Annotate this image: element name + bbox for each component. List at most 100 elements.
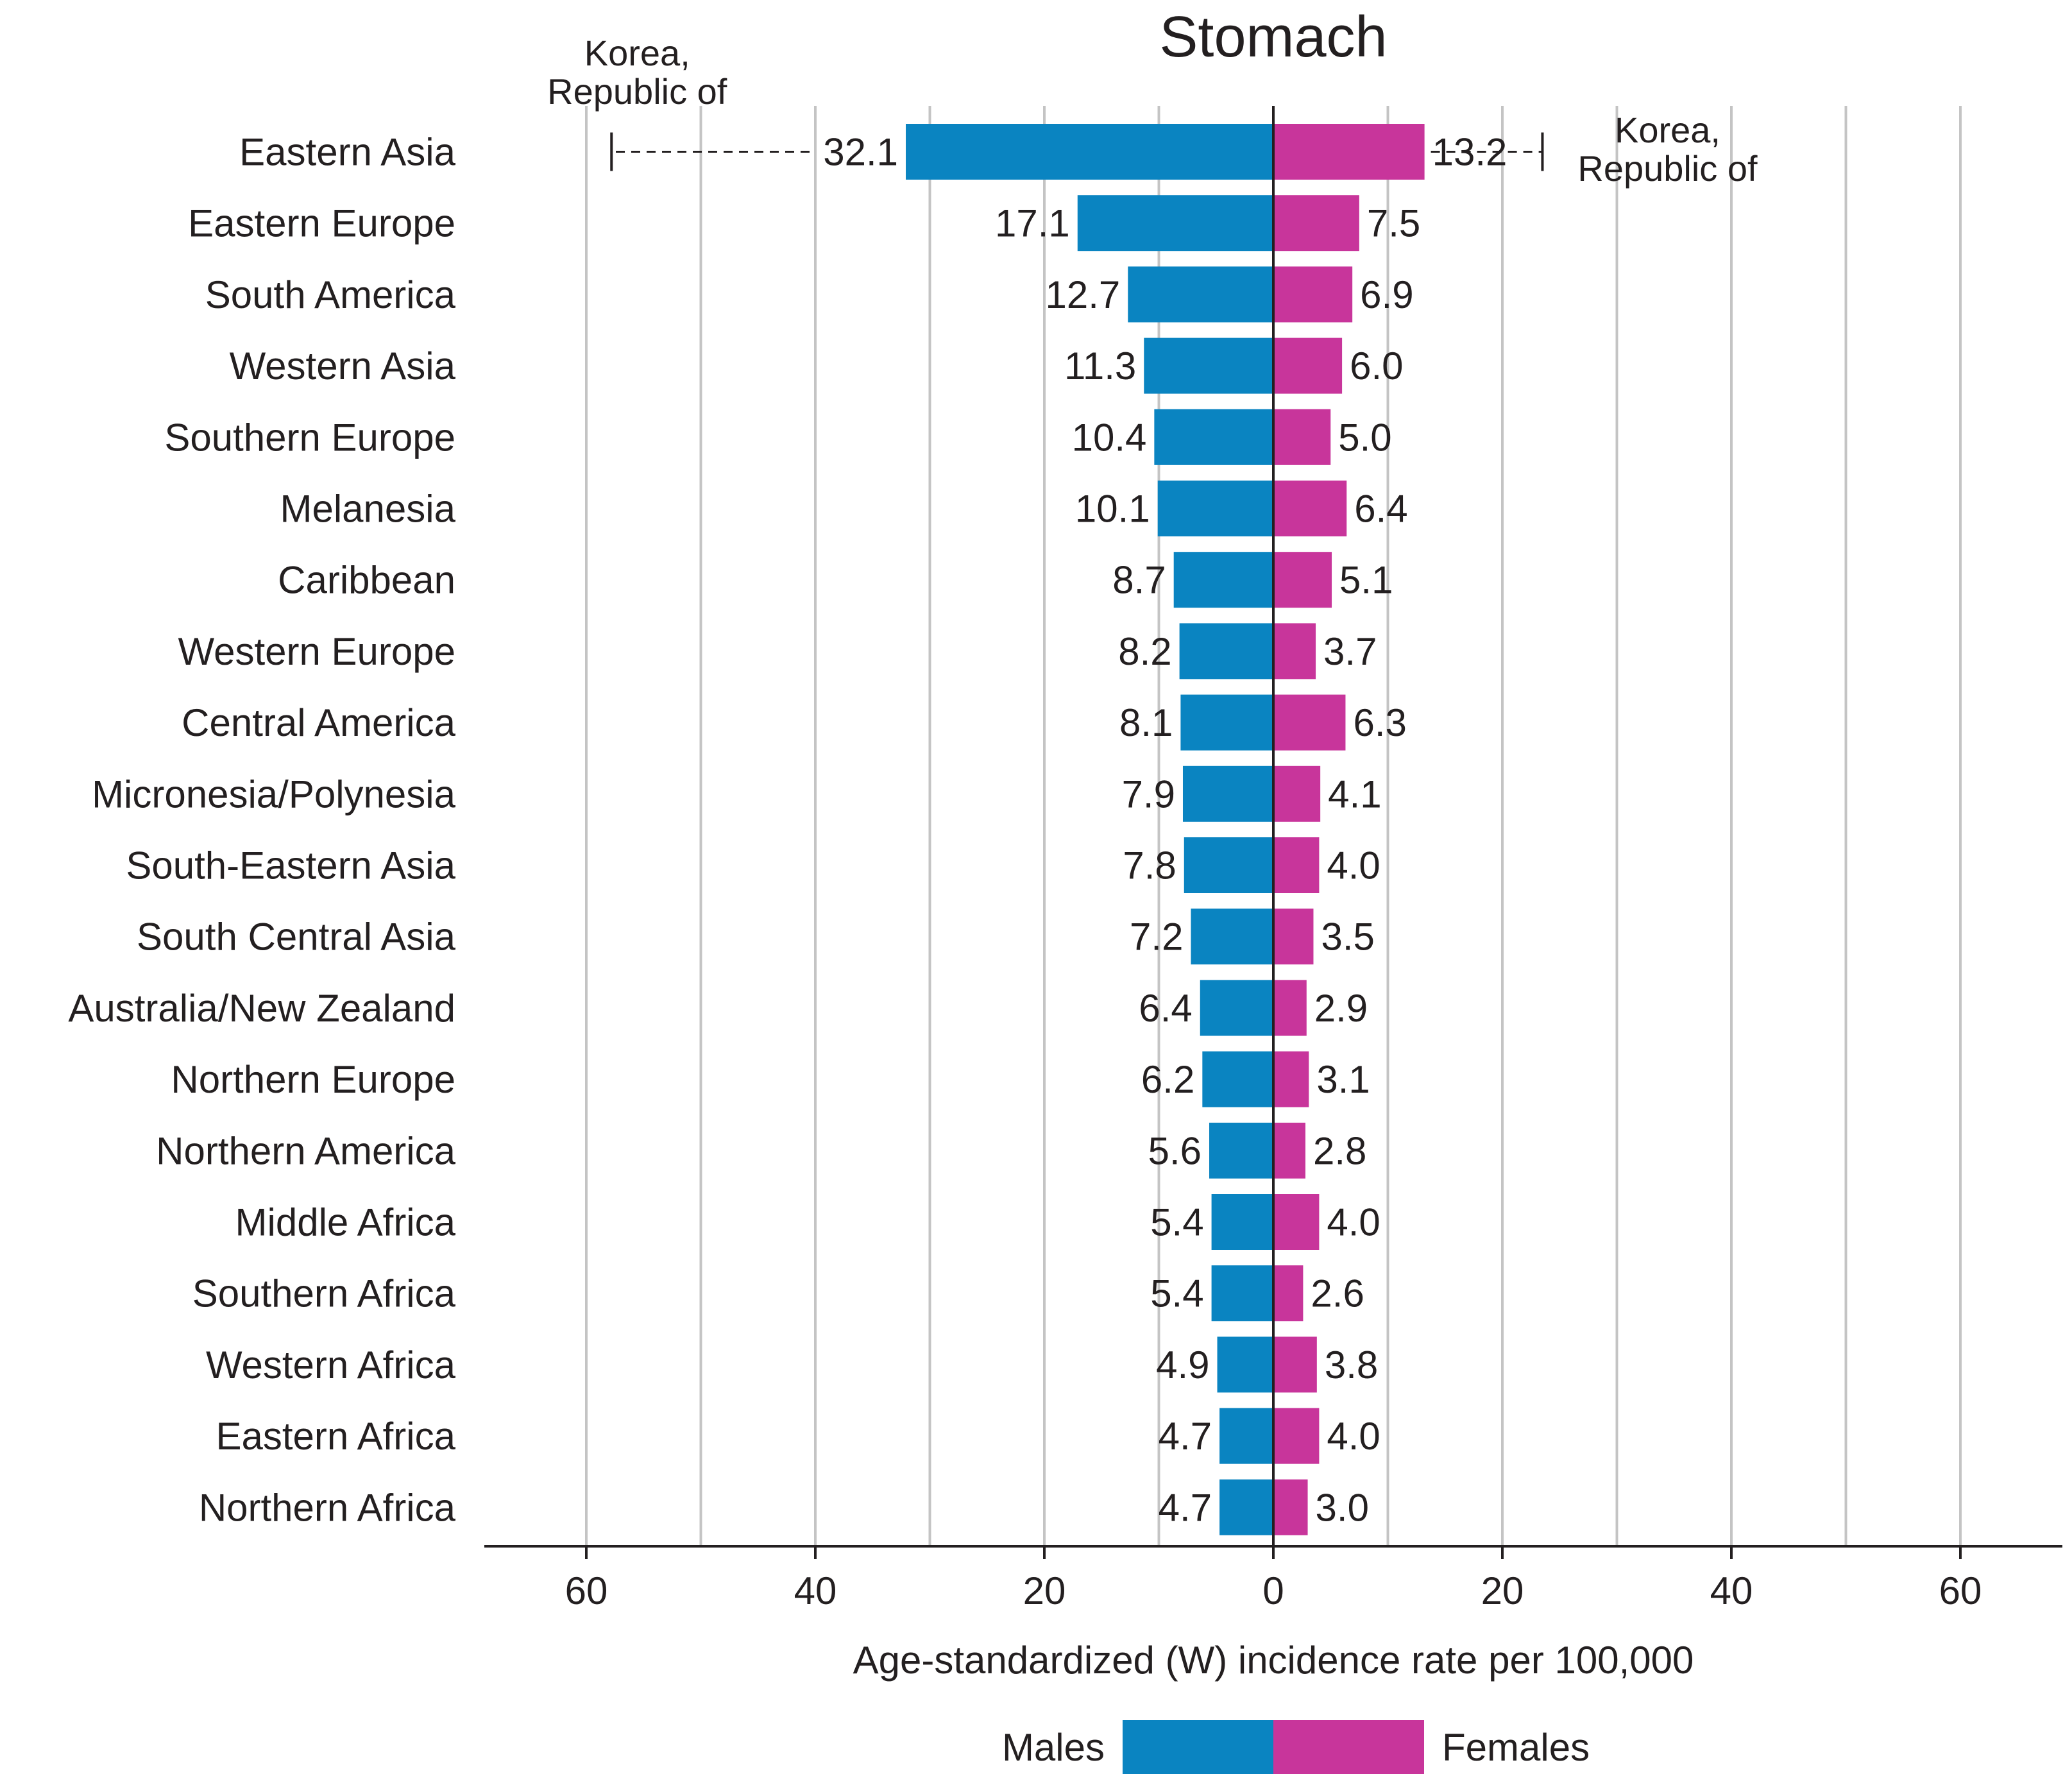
male-value-label: 10.1	[1075, 488, 1150, 531]
female-value-label: 4.0	[1327, 1201, 1380, 1244]
female-bar	[1273, 409, 1331, 465]
x-tick-label: 20	[1023, 1569, 1066, 1612]
category-label: Melanesia	[280, 488, 456, 531]
female-bar	[1273, 694, 1346, 751]
category-label: Northern Europe	[171, 1058, 455, 1101]
male-value-label: 8.7	[1112, 559, 1166, 602]
x-tick-label: 60	[565, 1569, 608, 1612]
male-value-label: 8.1	[1119, 701, 1173, 744]
category-labels: Eastern Asia Eastern Europe South America W…	[68, 131, 455, 1530]
category-label: Southern Europe	[164, 416, 455, 459]
female-bar	[1273, 1051, 1309, 1107]
male-bar	[1219, 1408, 1273, 1464]
female-value-label: 3.0	[1316, 1486, 1369, 1529]
male-bar	[1144, 337, 1273, 394]
x-tick-label: 20	[1481, 1569, 1524, 1612]
female-bar	[1273, 481, 1347, 536]
max-marker-label-line1: Korea,	[584, 33, 690, 73]
max-marker-label-line2: Republic of	[1577, 148, 1758, 189]
female-value-label: 6.0	[1350, 345, 1403, 388]
male-value-label: 6.2	[1141, 1058, 1194, 1101]
male-value-label: 32.1	[823, 131, 898, 174]
male-bar	[1173, 552, 1273, 608]
male-value-label: 17.1	[995, 202, 1070, 245]
category-label: Micronesia/Polynesia	[92, 772, 456, 815]
category-label: Northern America	[156, 1129, 455, 1172]
male-bar	[1154, 409, 1273, 465]
category-label: Western Europe	[178, 630, 455, 673]
x-axis-label: Age-standardized (W) incidence rate per …	[853, 1639, 1694, 1682]
male-bar	[1179, 623, 1273, 679]
category-label: Western Asia	[230, 345, 456, 388]
male-bar	[1077, 195, 1273, 252]
max-marker-label-line1: Korea,	[1615, 110, 1720, 150]
female-value-label: 7.5	[1367, 202, 1420, 245]
female-bar	[1273, 1265, 1303, 1322]
category-label: Eastern Africa	[216, 1415, 455, 1458]
female-bar	[1273, 195, 1359, 252]
category-label: Middle Africa	[235, 1201, 456, 1244]
male-bar	[1180, 694, 1273, 751]
category-label: Caribbean	[278, 559, 455, 602]
x-tick-label: 0	[1262, 1569, 1284, 1612]
category-label: Central America	[182, 701, 455, 744]
male-bar	[1202, 1051, 1273, 1107]
category-label: Eastern Europe	[188, 202, 455, 245]
male-value-label: 4.7	[1159, 1486, 1212, 1529]
male-value-label: 4.7	[1159, 1415, 1212, 1458]
female-value-label: 3.8	[1325, 1344, 1378, 1387]
male-bar	[1157, 481, 1273, 536]
male-bar	[1184, 837, 1273, 893]
chart-title: Stomach	[1159, 5, 1387, 69]
female-bar	[1273, 623, 1316, 679]
legend-males-label: Males	[1002, 1726, 1105, 1769]
max-marker-label-line2: Republic of	[547, 71, 727, 112]
male-value-label: 6.4	[1139, 987, 1192, 1030]
male-value-label: 12.7	[1046, 273, 1121, 316]
male-value-label: 5.6	[1148, 1129, 1202, 1172]
female-bar	[1273, 837, 1320, 893]
female-value-label: 2.6	[1311, 1272, 1364, 1315]
female-bar	[1273, 1336, 1317, 1393]
female-bar	[1273, 1122, 1305, 1179]
female-value-label: 2.9	[1314, 987, 1368, 1030]
male-value-label: 5.4	[1150, 1201, 1203, 1244]
male-bar	[1209, 1122, 1273, 1179]
female-value-label: 3.5	[1321, 916, 1374, 959]
male-value-label: 11.3	[1064, 345, 1136, 388]
female-bar	[1273, 124, 1425, 180]
female-value-label: 3.1	[1316, 1058, 1370, 1101]
male-bar	[1191, 909, 1273, 965]
legend-males-swatch	[1123, 1720, 1273, 1774]
value-labels: 32.1 13.217.1 7.512.7 6.911.3 6.010.4 5.010.1…	[823, 131, 1507, 1530]
female-bar	[1273, 1479, 1308, 1535]
female-value-label: 4.1	[1328, 772, 1381, 815]
category-label: Western Africa	[206, 1344, 456, 1387]
female-bar	[1273, 980, 1307, 1036]
male-value-label: 7.9	[1122, 772, 1175, 815]
category-label: Southern Africa	[192, 1272, 456, 1315]
female-value-label: 5.1	[1339, 559, 1393, 602]
male-bar	[1200, 980, 1273, 1036]
female-value-label: 4.0	[1327, 1415, 1380, 1458]
male-value-label: 5.4	[1150, 1272, 1203, 1315]
male-bar	[1211, 1265, 1273, 1322]
category-label: Northern Africa	[199, 1486, 456, 1529]
female-value-label: 3.7	[1323, 630, 1377, 673]
male-value-label: 7.8	[1123, 844, 1176, 887]
female-bar	[1273, 1408, 1320, 1464]
female-value-label: 6.4	[1354, 488, 1407, 531]
female-bar	[1273, 337, 1343, 394]
female-bar	[1273, 909, 1314, 965]
category-label: Eastern Asia	[239, 131, 455, 174]
female-value-label: 2.8	[1313, 1129, 1366, 1172]
x-tick-label: 40	[794, 1569, 837, 1612]
male-bar	[1211, 1194, 1273, 1250]
male-bar	[1182, 765, 1273, 822]
category-label: South-Eastern Asia	[126, 844, 455, 887]
female-bar	[1273, 765, 1321, 822]
female-value-label: 4.0	[1327, 844, 1380, 887]
category-label: Australia/New Zealand	[68, 987, 455, 1030]
legend-females-swatch	[1273, 1720, 1424, 1774]
